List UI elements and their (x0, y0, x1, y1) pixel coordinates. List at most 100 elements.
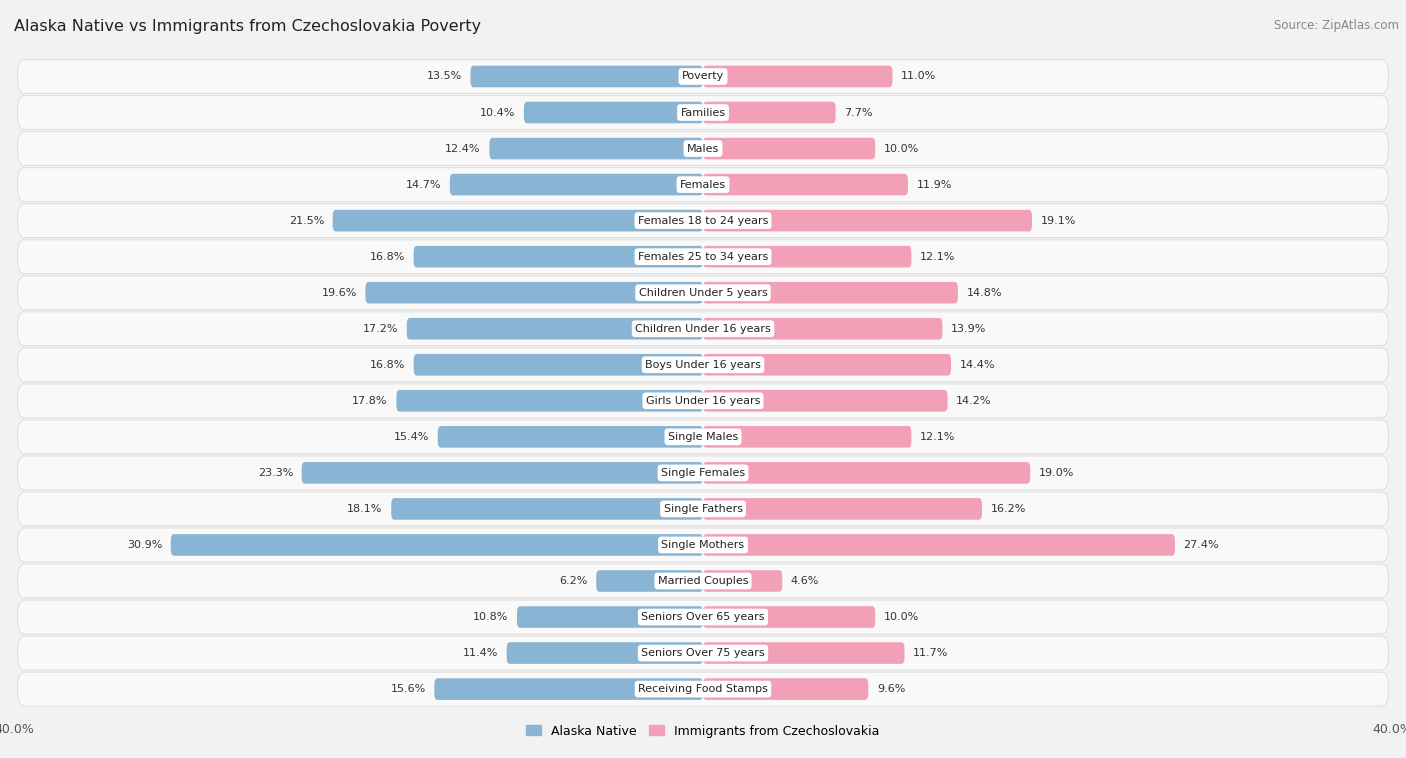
Text: Families: Families (681, 108, 725, 117)
Text: Girls Under 16 years: Girls Under 16 years (645, 396, 761, 406)
FancyBboxPatch shape (396, 390, 703, 412)
FancyBboxPatch shape (17, 204, 1389, 237)
FancyBboxPatch shape (17, 96, 1389, 130)
FancyBboxPatch shape (703, 462, 1031, 484)
FancyBboxPatch shape (596, 570, 703, 592)
Text: 10.0%: 10.0% (884, 612, 920, 622)
FancyBboxPatch shape (17, 276, 1389, 309)
FancyBboxPatch shape (17, 636, 1389, 670)
Text: 12.4%: 12.4% (446, 143, 481, 154)
FancyBboxPatch shape (17, 240, 1389, 274)
Text: 30.9%: 30.9% (127, 540, 162, 550)
Text: 9.6%: 9.6% (877, 684, 905, 694)
Text: 19.1%: 19.1% (1040, 215, 1076, 226)
FancyBboxPatch shape (17, 168, 1389, 202)
Text: 23.3%: 23.3% (257, 468, 292, 478)
Text: 15.6%: 15.6% (391, 684, 426, 694)
FancyBboxPatch shape (703, 138, 875, 159)
Text: 6.2%: 6.2% (560, 576, 588, 586)
FancyBboxPatch shape (406, 318, 703, 340)
Text: 11.4%: 11.4% (463, 648, 498, 658)
FancyBboxPatch shape (703, 390, 948, 412)
FancyBboxPatch shape (17, 312, 1389, 346)
Text: 10.4%: 10.4% (479, 108, 515, 117)
FancyBboxPatch shape (703, 282, 957, 303)
Legend: Alaska Native, Immigrants from Czechoslovakia: Alaska Native, Immigrants from Czechoslo… (522, 719, 884, 743)
Text: 17.8%: 17.8% (353, 396, 388, 406)
Text: Single Fathers: Single Fathers (664, 504, 742, 514)
FancyBboxPatch shape (703, 174, 908, 196)
FancyBboxPatch shape (703, 246, 911, 268)
FancyBboxPatch shape (17, 492, 1389, 526)
FancyBboxPatch shape (703, 318, 942, 340)
FancyBboxPatch shape (302, 462, 703, 484)
Text: 16.8%: 16.8% (370, 360, 405, 370)
FancyBboxPatch shape (517, 606, 703, 628)
Text: 13.9%: 13.9% (950, 324, 987, 334)
Text: 19.6%: 19.6% (322, 288, 357, 298)
Text: 19.0%: 19.0% (1039, 468, 1074, 478)
FancyBboxPatch shape (703, 606, 875, 628)
FancyBboxPatch shape (703, 678, 869, 700)
FancyBboxPatch shape (17, 420, 1389, 454)
Text: 11.9%: 11.9% (917, 180, 952, 190)
FancyBboxPatch shape (703, 426, 911, 448)
Text: Females: Females (681, 180, 725, 190)
Text: 16.2%: 16.2% (991, 504, 1026, 514)
Text: Single Males: Single Males (668, 432, 738, 442)
Text: Receiving Food Stamps: Receiving Food Stamps (638, 684, 768, 694)
FancyBboxPatch shape (17, 348, 1389, 382)
FancyBboxPatch shape (17, 564, 1389, 598)
FancyBboxPatch shape (413, 246, 703, 268)
Text: Children Under 5 years: Children Under 5 years (638, 288, 768, 298)
Text: Females 18 to 24 years: Females 18 to 24 years (638, 215, 768, 226)
FancyBboxPatch shape (170, 534, 703, 556)
FancyBboxPatch shape (17, 384, 1389, 418)
Text: 16.8%: 16.8% (370, 252, 405, 262)
FancyBboxPatch shape (391, 498, 703, 520)
Text: 7.7%: 7.7% (844, 108, 873, 117)
Text: Married Couples: Married Couples (658, 576, 748, 586)
Text: Females 25 to 34 years: Females 25 to 34 years (638, 252, 768, 262)
FancyBboxPatch shape (703, 642, 904, 664)
Text: 11.0%: 11.0% (901, 71, 936, 81)
Text: Seniors Over 75 years: Seniors Over 75 years (641, 648, 765, 658)
FancyBboxPatch shape (17, 132, 1389, 165)
FancyBboxPatch shape (17, 456, 1389, 490)
FancyBboxPatch shape (703, 534, 1175, 556)
FancyBboxPatch shape (703, 102, 835, 124)
Text: 14.8%: 14.8% (966, 288, 1002, 298)
Text: 10.8%: 10.8% (472, 612, 509, 622)
Text: 17.2%: 17.2% (363, 324, 398, 334)
Text: 11.7%: 11.7% (912, 648, 949, 658)
Text: 14.2%: 14.2% (956, 396, 991, 406)
FancyBboxPatch shape (703, 210, 1032, 231)
Text: Males: Males (688, 143, 718, 154)
FancyBboxPatch shape (450, 174, 703, 196)
Text: Alaska Native vs Immigrants from Czechoslovakia Poverty: Alaska Native vs Immigrants from Czechos… (14, 19, 481, 34)
FancyBboxPatch shape (413, 354, 703, 375)
FancyBboxPatch shape (703, 354, 950, 375)
Text: 18.1%: 18.1% (347, 504, 382, 514)
FancyBboxPatch shape (489, 138, 703, 159)
FancyBboxPatch shape (17, 528, 1389, 562)
Text: 14.4%: 14.4% (960, 360, 995, 370)
Text: Boys Under 16 years: Boys Under 16 years (645, 360, 761, 370)
Text: Children Under 16 years: Children Under 16 years (636, 324, 770, 334)
FancyBboxPatch shape (17, 672, 1389, 706)
Text: 21.5%: 21.5% (288, 215, 323, 226)
Text: 12.1%: 12.1% (920, 252, 956, 262)
Text: 12.1%: 12.1% (920, 432, 956, 442)
Text: 10.0%: 10.0% (884, 143, 920, 154)
FancyBboxPatch shape (437, 426, 703, 448)
Text: Poverty: Poverty (682, 71, 724, 81)
FancyBboxPatch shape (703, 66, 893, 87)
FancyBboxPatch shape (17, 60, 1389, 93)
FancyBboxPatch shape (471, 66, 703, 87)
Text: 27.4%: 27.4% (1184, 540, 1219, 550)
FancyBboxPatch shape (703, 498, 981, 520)
Text: 15.4%: 15.4% (394, 432, 429, 442)
Text: Single Females: Single Females (661, 468, 745, 478)
Text: Source: ZipAtlas.com: Source: ZipAtlas.com (1274, 19, 1399, 32)
FancyBboxPatch shape (524, 102, 703, 124)
